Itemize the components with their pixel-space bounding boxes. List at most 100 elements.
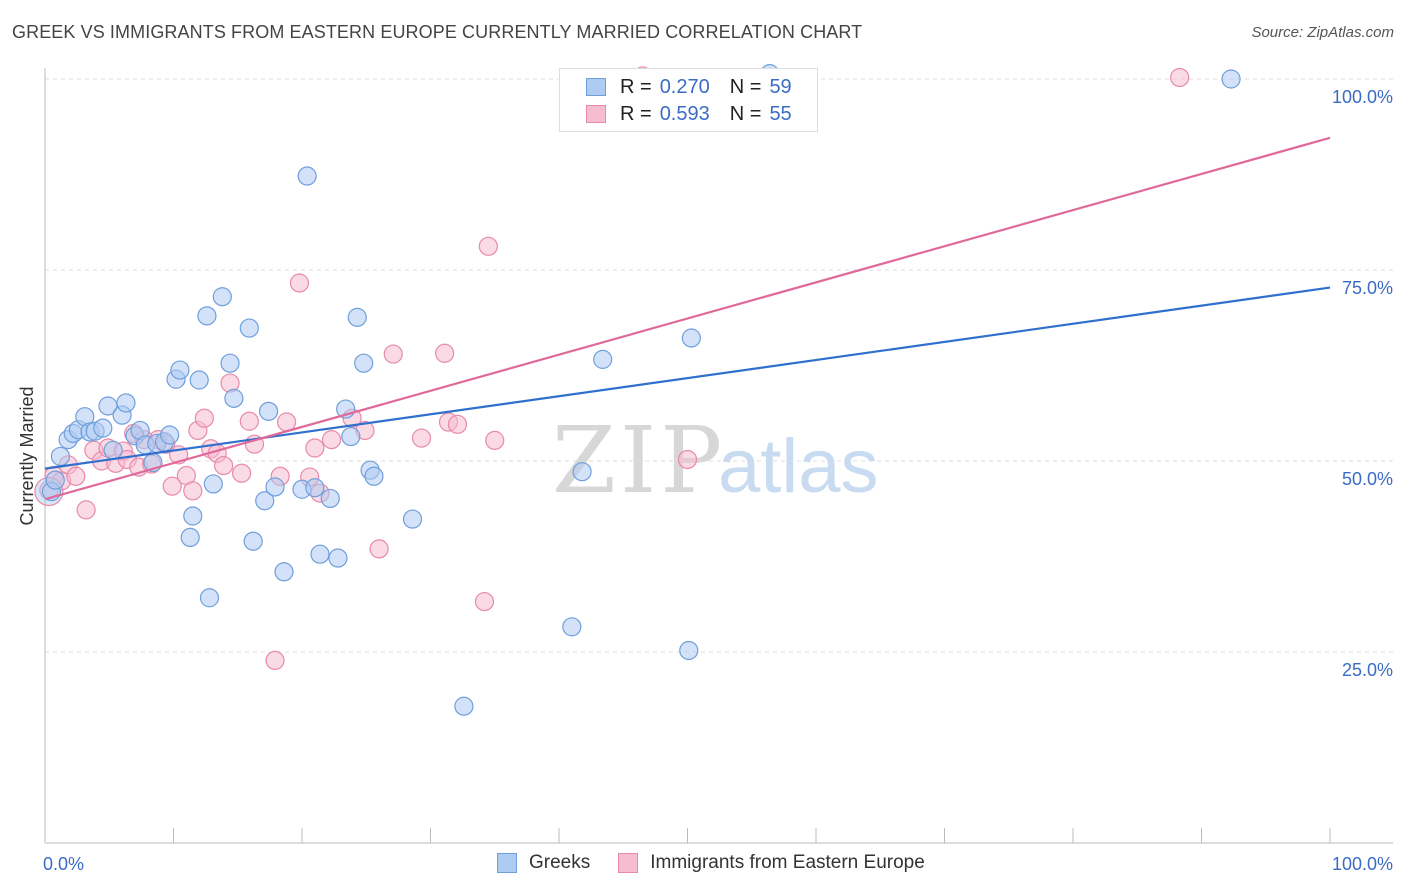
greeks-point <box>354 353 374 373</box>
immigrants-point <box>383 344 403 364</box>
greeks-point <box>341 426 361 447</box>
immigrants-point <box>447 414 468 434</box>
immigrants-point <box>435 343 455 363</box>
greeks-point <box>212 287 232 307</box>
greeks-point <box>116 393 136 413</box>
immigrants-point <box>677 449 698 470</box>
greeks-point <box>224 388 244 408</box>
greeks-point <box>1221 69 1241 89</box>
greeks-point <box>679 640 699 661</box>
immigrants-point <box>485 430 505 450</box>
trend-lines <box>44 136 1331 501</box>
greeks-point <box>160 425 180 445</box>
greeks-point <box>220 353 240 373</box>
n-label: N = <box>729 102 762 125</box>
greeks-point <box>347 307 367 327</box>
source-label: Source: ZipAtlas.com <box>1251 24 1394 41</box>
x-tick-label: 100.0% <box>1332 854 1393 874</box>
immigrants-point <box>66 466 86 486</box>
series-immigrants-points <box>34 66 1190 671</box>
greeks-point <box>454 696 474 716</box>
immigrants-point <box>265 650 285 671</box>
r-value-greeks: 0.270 <box>659 75 710 98</box>
greeks-legend-swatch <box>497 853 517 873</box>
immigrants-point <box>214 455 234 476</box>
immigrants-point <box>321 430 342 450</box>
immigrants-swatch <box>586 105 606 123</box>
greeks-point <box>239 318 259 338</box>
greeks-point <box>170 360 190 380</box>
y-tick-label: 100.0% <box>1332 87 1393 107</box>
greeks-point <box>265 477 285 497</box>
immigrants-point <box>194 408 214 428</box>
greeks-point <box>274 562 294 582</box>
legend-item-immigrants[interactable]: Immigrants from Eastern Europe <box>618 852 925 874</box>
series-greeks-points <box>41 64 1241 716</box>
greeks-point <box>328 548 348 568</box>
greeks-point <box>258 401 279 421</box>
y-tick-label: 50.0% <box>1342 469 1393 489</box>
immigrants-legend-swatch <box>618 853 639 873</box>
axes <box>44 68 1393 844</box>
greeks-swatch <box>586 78 606 96</box>
greeks-point <box>189 370 209 390</box>
legend-row-immigrants: R = 0.593 N = 55 <box>586 102 792 126</box>
chart-title: GREEK VS IMMIGRANTS FROM EASTERN EUROPE … <box>12 22 863 42</box>
y-tick-labels: 25.0% 50.0% 75.0% 100.0% <box>1332 87 1393 680</box>
greeks-point <box>45 470 65 490</box>
immigrants-point <box>239 411 259 431</box>
greeks-point <box>243 531 263 551</box>
greeks-point <box>320 488 340 509</box>
r-label: R = <box>620 102 652 125</box>
n-value-immigrants: 55 <box>769 102 792 125</box>
immigrants-point <box>411 428 432 448</box>
greeks-point <box>562 617 582 637</box>
greeks-point <box>50 446 71 467</box>
stats-legend: R = 0.270 N = 59 R = 0.593 N = 55 <box>559 68 818 132</box>
immigrants-trend-line <box>44 136 1331 501</box>
immigrants-legend-label: Immigrants from Eastern Europe <box>650 852 925 873</box>
immigrants-point <box>183 481 203 501</box>
greeks-point <box>310 544 330 564</box>
immigrants-point <box>305 438 325 458</box>
greeks-point <box>402 509 423 529</box>
greeks-point <box>593 349 613 369</box>
n-value-greeks: 59 <box>769 75 792 98</box>
immigrants-point <box>369 539 389 559</box>
watermark: ZIP atlas <box>552 407 879 514</box>
watermark-zip: ZIP <box>552 407 726 514</box>
greeks-point <box>572 462 592 482</box>
greeks-point <box>103 440 123 460</box>
greeks-point <box>197 306 217 326</box>
y-tick-label: 75.0% <box>1342 278 1393 298</box>
r-label: R = <box>620 75 652 98</box>
y-tick-label: 25.0% <box>1342 660 1393 680</box>
watermark-atlas: atlas <box>718 424 879 509</box>
gridlines <box>45 78 1393 653</box>
immigrants-point <box>76 500 96 520</box>
series-legend: Greeks Immigrants from Eastern Europe <box>497 852 953 874</box>
legend-item-greeks[interactable]: Greeks <box>497 852 590 874</box>
y-axis-label: Currently Married <box>17 386 37 525</box>
x-tick-label: 0.0% <box>43 854 84 874</box>
r-value-immigrants: 0.593 <box>659 102 710 125</box>
immigrants-point <box>232 463 252 483</box>
greeks-point <box>681 328 701 348</box>
legend-row-greeks: R = 0.270 N = 59 <box>586 75 792 99</box>
immigrants-point <box>474 591 495 612</box>
greeks-point <box>255 491 275 511</box>
greeks-point <box>199 588 220 608</box>
immigrants-point <box>1170 67 1190 88</box>
immigrants-point <box>162 476 182 496</box>
greeks-point <box>93 418 113 438</box>
greeks-point <box>203 474 223 494</box>
x-tick-labels: 0.0% 100.0% <box>43 854 1393 874</box>
greeks-point <box>180 527 200 548</box>
greeks-legend-label: Greeks <box>529 852 591 873</box>
greeks-point <box>364 466 384 486</box>
immigrants-point <box>478 236 498 256</box>
immigrants-point <box>276 412 297 432</box>
greeks-point <box>183 506 203 526</box>
n-label: N = <box>729 75 762 98</box>
